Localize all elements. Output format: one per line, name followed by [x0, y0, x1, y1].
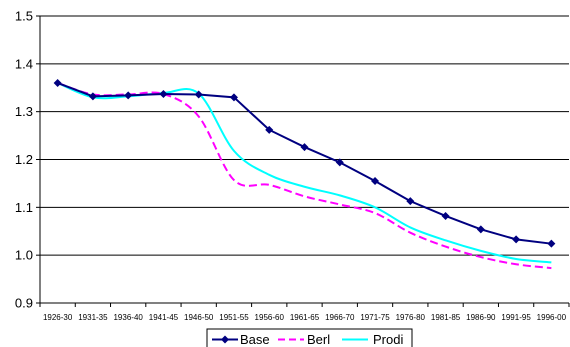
series-line-prodi	[57, 82, 552, 264]
y-tick-label: 1.2	[15, 152, 33, 167]
x-tick-label: 1976-80	[396, 313, 426, 322]
data-point-base	[547, 239, 556, 248]
x-tick-label: 1981-85	[431, 313, 461, 322]
data-point-base	[512, 235, 521, 244]
data-point-base	[335, 158, 344, 167]
x-tick-label: 1956-60	[255, 313, 285, 322]
y-axis: 0.9 1.0 1.1 1.2 1.3 1.4 1.5	[15, 9, 41, 311]
legend: Base Berl Prodi	[206, 328, 413, 347]
x-tick-label: 1946-50	[184, 313, 214, 322]
series-group	[53, 78, 556, 270]
data-point-base	[53, 78, 62, 87]
data-point-base	[88, 92, 97, 101]
x-tick-label: 1986-90	[466, 313, 496, 322]
x-tick-label: 1991-95	[501, 313, 531, 322]
data-point-base	[194, 90, 203, 99]
y-tick-label: 1.3	[15, 104, 33, 119]
x-tick-label: 1971-75	[360, 313, 390, 322]
legend-box	[206, 328, 413, 347]
legend-label-berl: Berl	[307, 332, 330, 347]
x-tick-label: 1941-45	[149, 313, 179, 322]
x-axis: 1926-30 1931-35 1936-40 1941-45 1946-50 1951-…	[39, 302, 570, 322]
series-line-base	[57, 82, 552, 245]
data-point-base	[300, 143, 309, 152]
legend-label-base: Base	[240, 332, 270, 347]
data-point-base	[406, 197, 415, 206]
x-tick-label: 1996-00	[537, 313, 567, 322]
data-point-base	[265, 125, 274, 134]
data-point-base	[441, 211, 450, 220]
y-tick-label: 1.4	[15, 56, 33, 71]
data-point-base	[159, 89, 168, 98]
data-point-base	[371, 177, 380, 186]
x-tick-label: 1961-65	[290, 313, 320, 322]
y-tick-label: 1.5	[15, 9, 33, 24]
x-tick-label: 1936-40	[113, 313, 143, 322]
x-tick-label: 1966-70	[325, 313, 355, 322]
x-tick-label: 1931-35	[78, 313, 108, 322]
data-point-base	[124, 91, 133, 100]
x-tick-label: 1926-30	[43, 313, 73, 322]
legend-marker-base	[221, 335, 229, 344]
data-point-base	[229, 93, 238, 102]
y-tick-label: 1.1	[15, 200, 33, 215]
legend-label-prodi: Prodi	[373, 332, 403, 347]
y-tick-label: 1.0	[15, 248, 33, 263]
data-point-base	[476, 225, 485, 234]
gridlines	[40, 15, 569, 256]
x-tick-label: 1951-55	[219, 313, 249, 322]
series-line-berl	[57, 82, 552, 270]
y-tick-label: 0.9	[15, 296, 33, 311]
